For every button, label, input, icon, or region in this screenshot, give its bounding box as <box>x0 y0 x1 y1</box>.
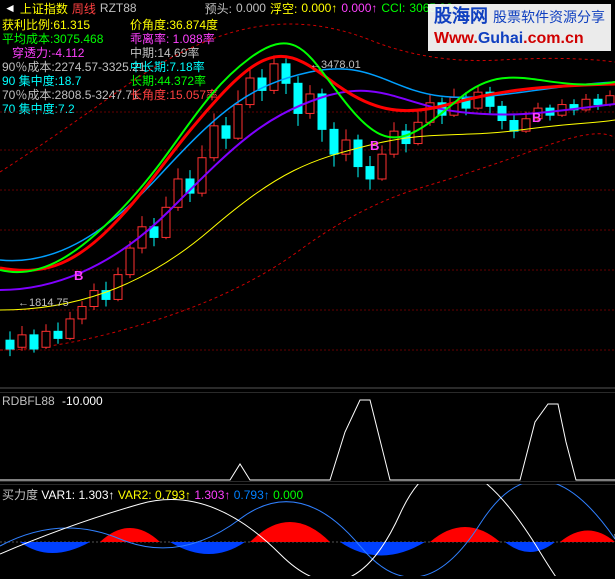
svg-text:←3478.01: ←3478.01 <box>310 59 361 71</box>
sub2-var: VAR1: 1.303↑ <box>41 488 118 502</box>
sub1-value: -10.000 <box>62 394 103 408</box>
sub2-var: 0.793↑ <box>234 488 273 502</box>
sub2-title: 买力度 <box>2 488 41 502</box>
sub2-var: VAR2: 0.793↑ <box>118 488 195 502</box>
svg-text:B: B <box>74 268 83 283</box>
svg-text:B: B <box>532 110 541 125</box>
sub1-label: RDBFL88 <box>2 394 55 408</box>
main-chart[interactable]: ←3478.01 ←1814.75 B B B <box>0 0 615 390</box>
sub2-var: 0.000 <box>273 488 303 502</box>
svg-text:B: B <box>370 138 379 153</box>
sub-indicator-2[interactable]: 买力度 VAR1: 1.303↑ VAR2: 0.793↑ 1.303↑ 0.7… <box>0 484 615 576</box>
sub2-var: 1.303↑ <box>194 488 233 502</box>
sub-indicator-1[interactable]: RDBFL88 -10.000 <box>0 392 615 482</box>
svg-text:←1814.75: ←1814.75 <box>18 297 69 309</box>
